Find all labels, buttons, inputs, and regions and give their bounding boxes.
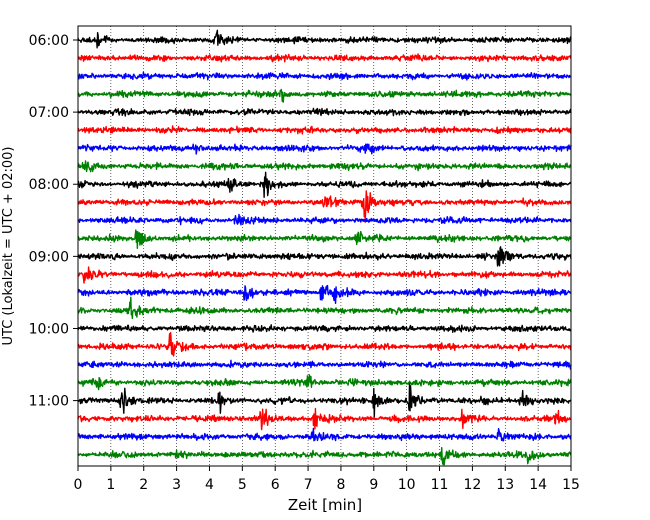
- trace-group: [77, 29, 572, 466]
- trace-06:15: [77, 53, 572, 63]
- x-tick-label-2: 2: [139, 477, 148, 493]
- x-tick-label-8: 8: [336, 477, 345, 493]
- trace-06:45: [77, 88, 572, 103]
- x-tick-label-5: 5: [238, 477, 247, 493]
- y-tick-label-07:00: 07:00: [29, 105, 69, 121]
- x-tick-label-6: 6: [271, 477, 280, 493]
- trace-07:45: [77, 160, 572, 173]
- x-tick-label-1: 1: [106, 477, 115, 493]
- trace-10:00: [77, 324, 572, 333]
- x-tick-label-7: 7: [304, 477, 313, 493]
- x-tick-label-9: 9: [369, 477, 378, 493]
- trace-09:00: [77, 246, 572, 267]
- y-tick-label-10:00: 10:00: [29, 321, 69, 337]
- x-tick-label-3: 3: [172, 477, 181, 493]
- trace-06:30: [77, 71, 572, 81]
- trace-07:15: [77, 125, 572, 135]
- x-tick-label-13: 13: [496, 477, 514, 493]
- trace-10:30: [77, 359, 572, 370]
- trace-11:30: [77, 427, 572, 442]
- x-axis-label: Zeit [min]: [288, 496, 362, 514]
- trace-09:30: [77, 284, 572, 305]
- trace-11:45: [77, 447, 572, 466]
- y-tick-label-11:00: 11:00: [29, 394, 69, 410]
- trace-08:00: [77, 171, 572, 199]
- x-tick-label-4: 4: [205, 477, 214, 493]
- trace-06:00: [77, 29, 572, 49]
- x-tick-label-12: 12: [463, 477, 481, 493]
- y-tick-label-06:00: 06:00: [29, 33, 69, 49]
- x-tick-label-15: 15: [562, 477, 580, 493]
- trace-11:15: [77, 407, 572, 431]
- trace-08:45: [77, 229, 572, 250]
- x-tick-label-10: 10: [398, 477, 416, 493]
- trace-09:45: [77, 296, 572, 320]
- trace-10:15: [77, 331, 572, 357]
- y-tick-label-08:00: 08:00: [29, 177, 69, 193]
- x-tick-label-0: 0: [74, 477, 83, 493]
- trace-11:00: [77, 383, 572, 418]
- y-axis-ticks: 06:00 07:00 08:00 09:00 10:00 11:00: [29, 33, 78, 410]
- x-axis-ticks: 0 1 2 3 4 5 6 7 8 9 10 11 12 13 14 15: [74, 466, 580, 493]
- y-tick-label-09:00: 09:00: [29, 249, 69, 265]
- trace-08:30: [77, 213, 572, 226]
- trace-07:00: [77, 107, 572, 117]
- x-tick-label-14: 14: [529, 477, 547, 493]
- trace-08:15: [77, 190, 572, 223]
- y-axis-label: UTC (Lokalzeit = UTC + 02:00): [1, 147, 16, 346]
- trace-07:30: [77, 143, 572, 155]
- trace-10:45: [77, 374, 572, 391]
- x-tick-label-11: 11: [431, 477, 449, 493]
- trace-09:15: [77, 266, 572, 284]
- plot-frame: [77, 25, 572, 467]
